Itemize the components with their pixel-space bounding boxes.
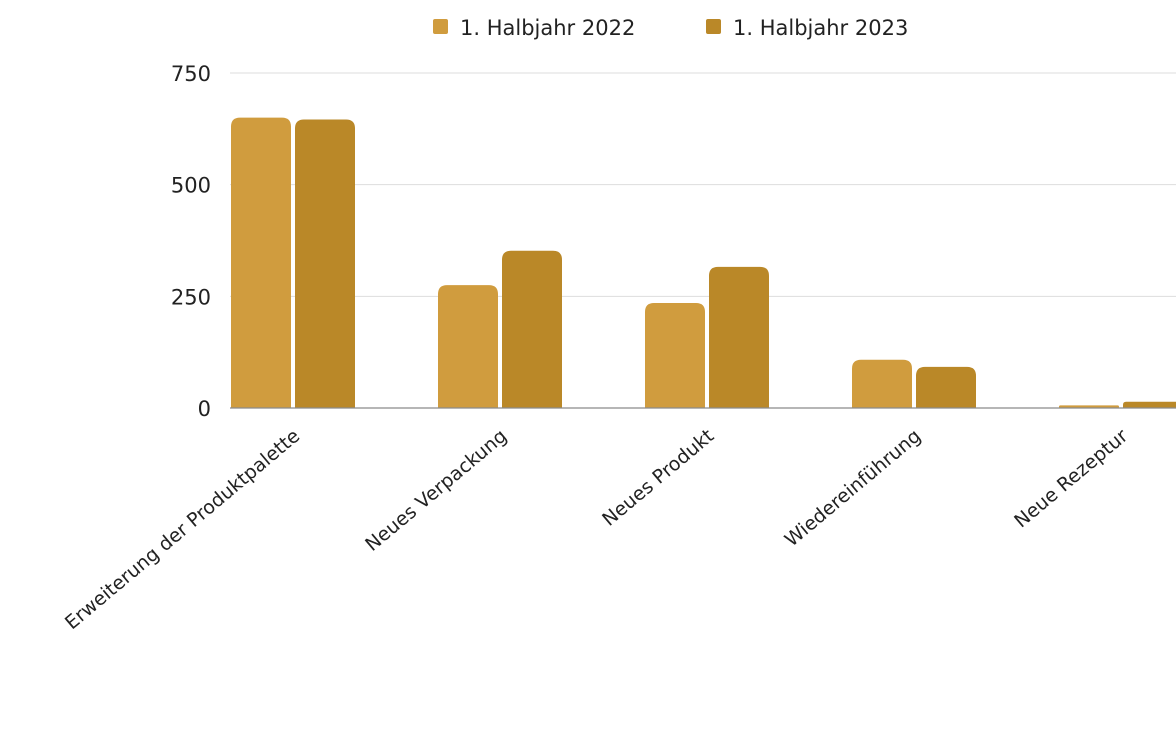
bar-2023-1	[502, 250, 562, 408]
legend-swatch	[433, 19, 448, 34]
x-axis: Erweiterung der Produktpalette Neues Verp…	[61, 425, 1132, 634]
gridlines	[230, 72, 1176, 297]
legend-label: 1. Halbjahr 2022	[460, 16, 635, 40]
y-axis: 0 250 500 750	[171, 62, 211, 421]
bar-2022-4	[1059, 405, 1119, 408]
x-tick-label: Erweiterung der Produktpalette	[61, 425, 304, 634]
legend-label: 1. Halbjahr 2023	[733, 16, 908, 40]
legend: 1. Halbjahr 2022 1. Halbjahr 2023	[433, 16, 908, 40]
x-tick-label: Neues Verpackung	[361, 425, 511, 556]
x-tick-label: Wiedereinführung	[781, 425, 926, 551]
legend-swatch	[706, 19, 721, 34]
bar-2022-2	[645, 303, 705, 408]
y-tick-label: 750	[171, 62, 211, 86]
bar-2022-3	[852, 359, 912, 408]
x-tick-label: Neues Produkt	[598, 425, 718, 531]
x-tick-label: Neue Rezeptur	[1010, 425, 1132, 532]
bar-2023-3	[916, 366, 976, 408]
bar-2023-2	[709, 266, 769, 408]
bars	[231, 117, 1176, 409]
bar-2022-0	[231, 117, 291, 409]
bar-2023-0	[295, 119, 355, 408]
bar-2022-1	[438, 285, 498, 408]
bar-2023-4	[1123, 401, 1176, 408]
y-tick-label: 0	[198, 397, 211, 421]
y-tick-label: 250	[171, 285, 211, 309]
y-tick-label: 500	[171, 174, 211, 198]
